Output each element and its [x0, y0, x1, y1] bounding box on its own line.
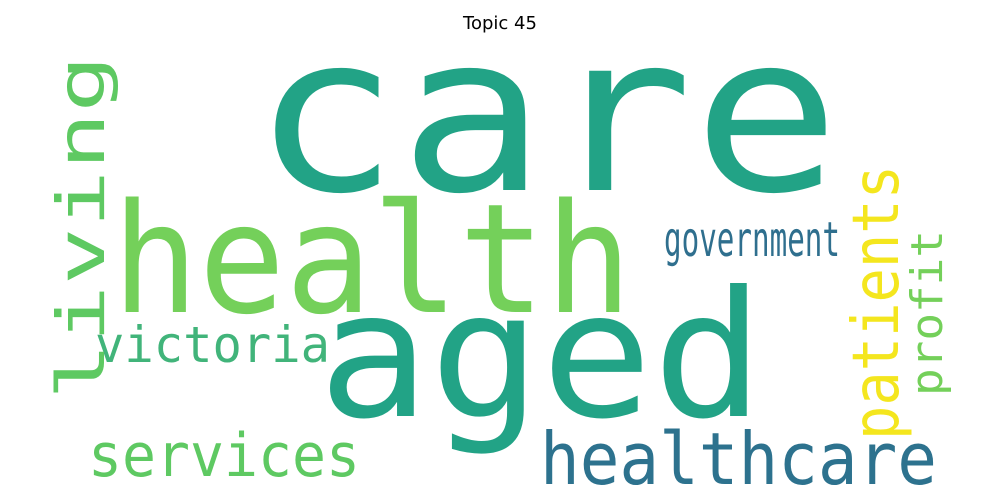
word-healthcare: healthcare: [540, 417, 937, 500]
word-patients: patients: [840, 165, 914, 440]
word-care: care: [252, 0, 840, 242]
word-victoria: victoria: [95, 316, 330, 374]
word-aged: aged: [318, 255, 764, 458]
word-government: living: [43, 55, 120, 400]
word-profit: profit: [902, 230, 953, 396]
word-health: health: [112, 171, 632, 348]
word-services: services: [88, 421, 360, 491]
word-living: government: [664, 212, 840, 268]
chart-title: Topic 45: [463, 13, 537, 34]
